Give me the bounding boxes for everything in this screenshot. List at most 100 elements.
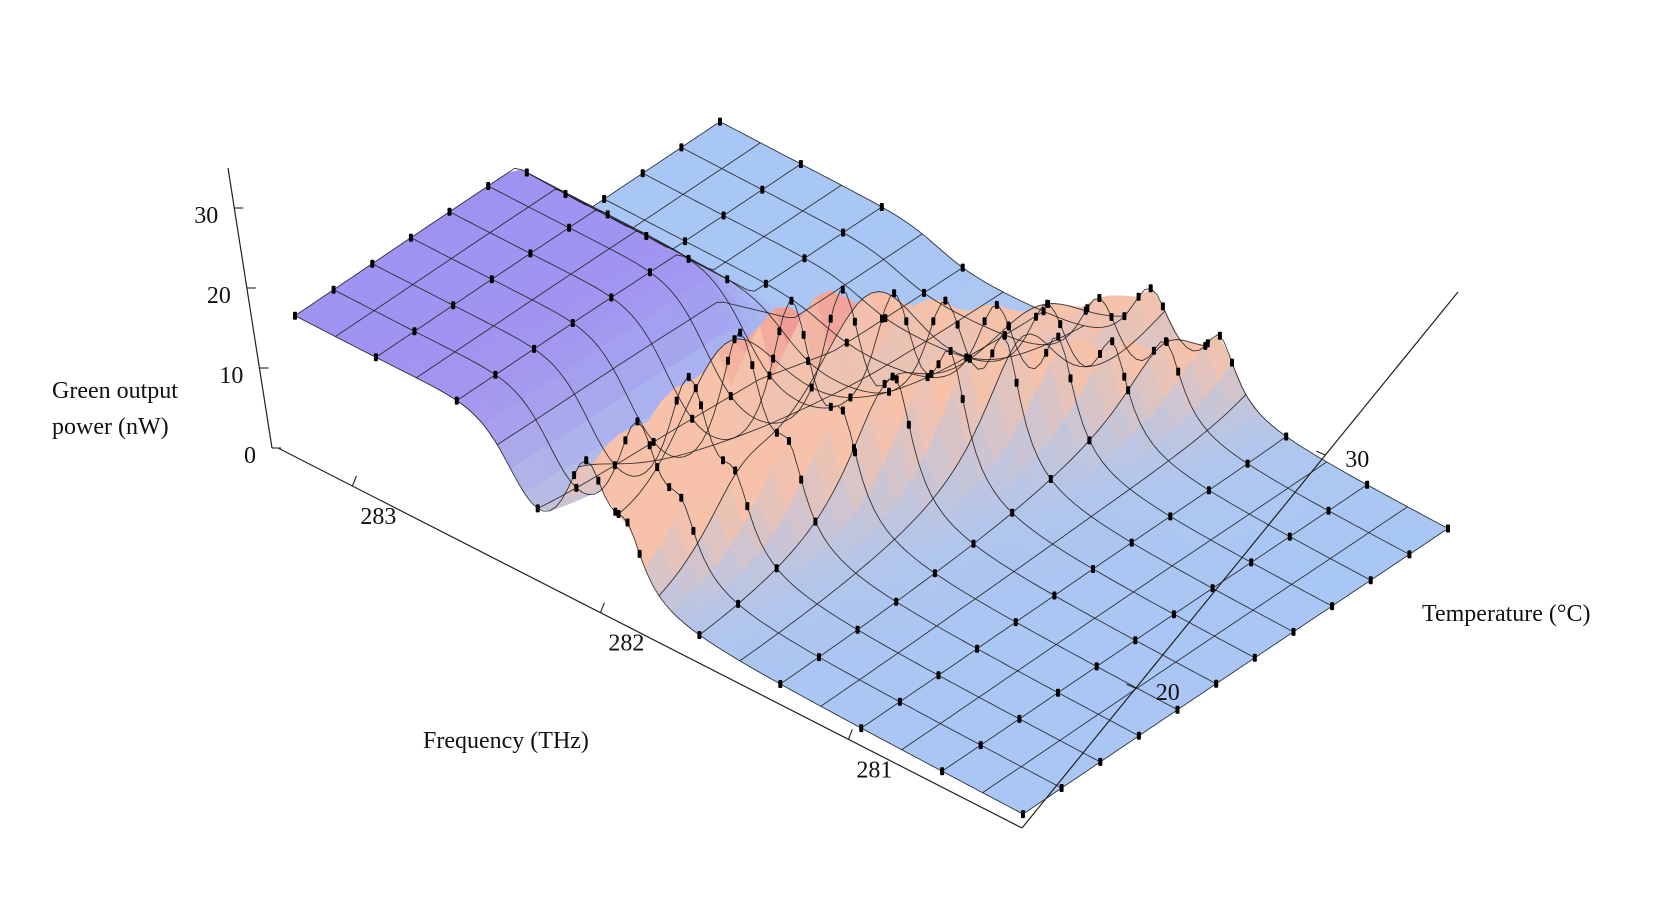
data-point [1284, 432, 1289, 441]
data-point [760, 185, 765, 194]
data-point [1330, 602, 1335, 611]
data-point [1091, 565, 1095, 573]
data-point [605, 210, 610, 219]
data-point [733, 466, 738, 475]
data-point [1041, 307, 1046, 316]
data-point [1085, 304, 1090, 313]
data-point [798, 160, 803, 168]
x-tick-label: 283 [360, 504, 396, 530]
mesh-line-frequency [577, 291, 1004, 468]
data-point [616, 510, 621, 518]
data-point [994, 300, 999, 309]
data-point [809, 383, 814, 392]
data-point [535, 504, 540, 513]
data-point [683, 237, 687, 246]
z-tick-label: 20 [207, 283, 231, 309]
data-point [840, 406, 845, 415]
mesh-line-frequency [335, 142, 761, 337]
surface-mesh [293, 117, 1450, 819]
axes: 0 10 20 30 283 282 281 20 30 [194, 167, 1459, 829]
data-point [787, 437, 791, 445]
data-point [971, 539, 976, 548]
data-point [1129, 538, 1134, 547]
data-point [777, 327, 782, 336]
data-point [640, 169, 645, 178]
data-point [567, 223, 572, 232]
data-point [524, 168, 529, 177]
data-point [532, 344, 537, 353]
data-point [489, 275, 494, 284]
mesh-line-frequency [416, 184, 842, 379]
data-point [922, 288, 926, 297]
data-point [1368, 576, 1373, 585]
data-point [960, 395, 965, 403]
data-point [454, 396, 459, 405]
data-point [931, 317, 936, 326]
data-point [936, 671, 941, 680]
data-point [651, 437, 656, 446]
data-point [960, 263, 965, 272]
data-point [331, 285, 336, 294]
data-point [655, 463, 660, 472]
data-point [1205, 339, 1210, 348]
data-point [1126, 386, 1131, 395]
data-point [572, 471, 577, 480]
data-point [648, 268, 652, 277]
data-point [725, 275, 730, 284]
data-point [1176, 367, 1181, 376]
data-point [967, 354, 972, 363]
data-point [679, 493, 684, 502]
data-point [732, 335, 737, 344]
data-point [1021, 810, 1025, 819]
x-tick-label: 281 [856, 757, 892, 783]
data-point [943, 296, 948, 305]
data-point [940, 767, 945, 776]
data-point [570, 319, 575, 327]
data-point [612, 461, 617, 470]
data-point [613, 507, 618, 516]
data-point [726, 356, 730, 365]
data-point [1052, 591, 1057, 600]
data-point [778, 680, 783, 688]
data-point [763, 279, 768, 288]
data-point [1230, 358, 1234, 367]
data-point [635, 417, 640, 426]
data-point [883, 314, 888, 323]
mesh-line-frequency [820, 394, 1247, 707]
data-point [1122, 372, 1127, 381]
y-tick-mark [1316, 450, 1326, 456]
mesh-line-frequency [699, 303, 1125, 636]
data-point [1046, 300, 1051, 308]
data-point [625, 518, 630, 527]
data-point [828, 314, 833, 323]
mesh-lines [294, 121, 1449, 815]
mesh-line-frequency [860, 436, 1287, 729]
data-point [1168, 512, 1173, 521]
data-point [690, 414, 695, 423]
data-point [596, 476, 601, 485]
data-point [817, 653, 821, 662]
data-point [925, 373, 930, 382]
mesh-line-frequency [901, 461, 1327, 751]
mesh-line-frequency [294, 121, 721, 317]
data-point [718, 117, 722, 126]
z-axis-label-line-2: power (nW) [52, 414, 169, 440]
data-point [1097, 294, 1102, 302]
data-point [745, 502, 750, 511]
data-point [1056, 688, 1060, 697]
data-point [1148, 284, 1153, 293]
mesh-line-frequency [1022, 528, 1449, 815]
data-point [486, 182, 491, 190]
data-point [855, 625, 860, 634]
data-point [880, 314, 884, 323]
y-tick-label: 30 [1345, 447, 1369, 473]
mesh-line-frequency [982, 506, 1408, 794]
data-point [1245, 459, 1250, 468]
data-point [853, 448, 857, 457]
data-point [1098, 757, 1103, 766]
data-point [1287, 532, 1292, 541]
data-point [493, 370, 498, 379]
data-point [1136, 731, 1141, 740]
mesh-line-frequency [537, 267, 963, 509]
data-point [686, 372, 691, 381]
